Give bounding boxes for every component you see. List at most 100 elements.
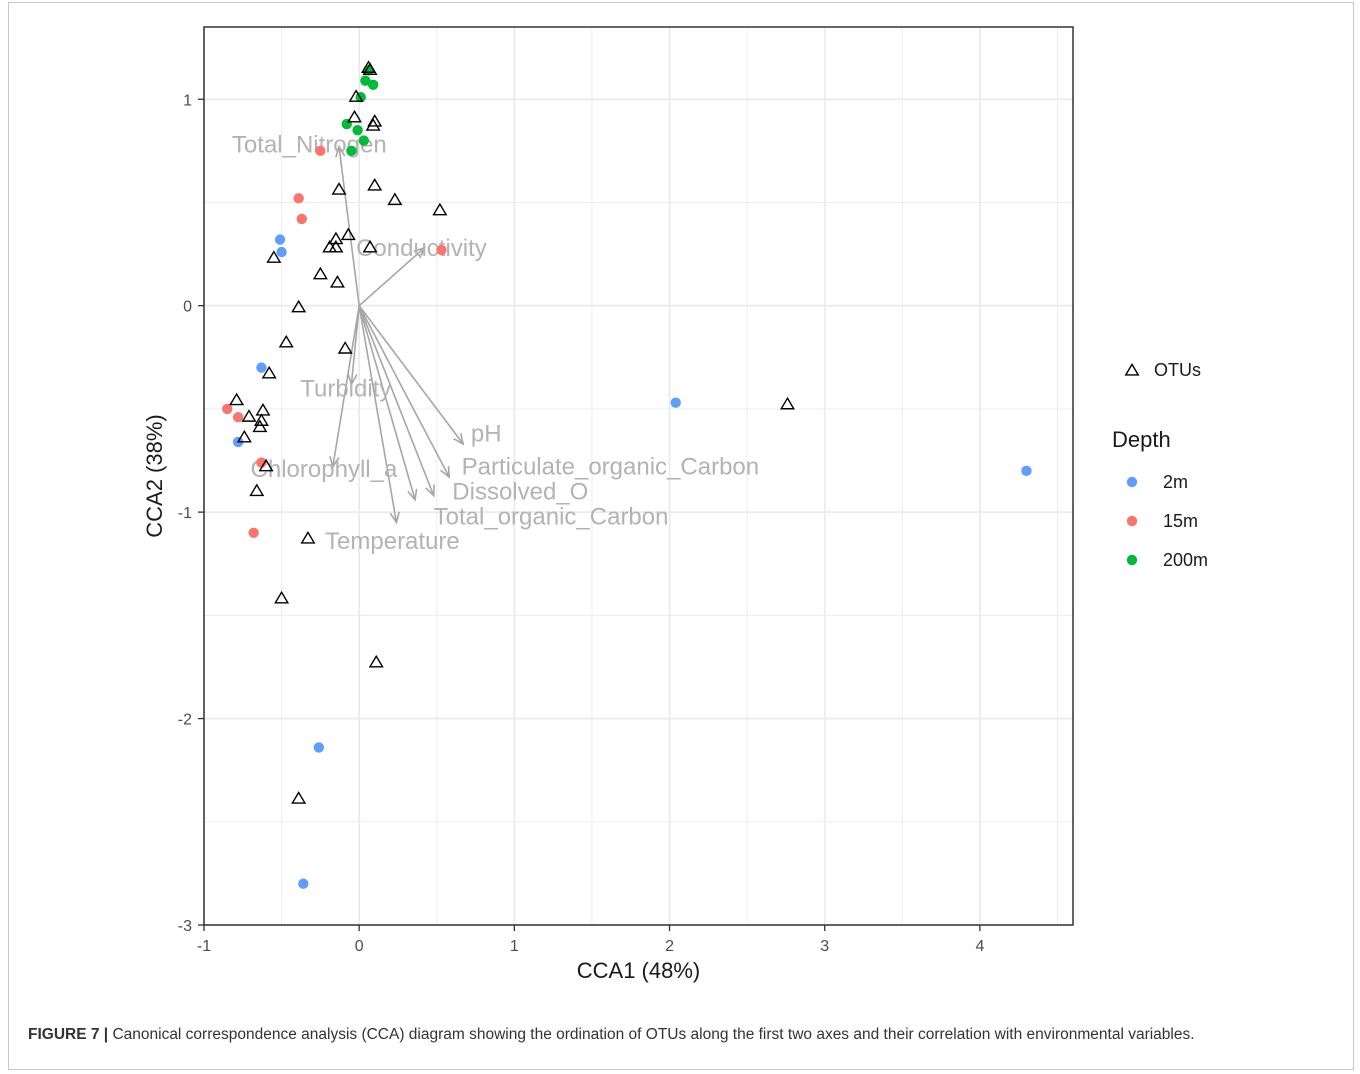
site-point	[1021, 465, 1032, 477]
env-vector-layer	[329, 144, 465, 525]
env-vector-line	[358, 305, 450, 478]
x-tick-label: 2	[665, 938, 674, 955]
site-point	[670, 397, 681, 408]
otu-point	[255, 403, 271, 416]
site-point	[436, 244, 447, 256]
env-vector-arrowhead	[413, 246, 426, 259]
otu-point	[779, 396, 795, 410]
otu-point	[266, 250, 282, 263]
otu-point	[261, 365, 277, 379]
env-vector-label: Particulate_organic_Carbon	[462, 454, 760, 481]
site-point	[248, 527, 259, 538]
site-point	[315, 145, 326, 157]
legend-depth-title: Depth	[1112, 427, 1171, 452]
x-tick-label: 0	[355, 938, 364, 955]
otu-point	[253, 413, 269, 426]
figure-frame	[8, 2, 1354, 1070]
site-point	[313, 742, 325, 753]
otu-point	[365, 118, 381, 131]
env-vector-line	[332, 305, 360, 467]
site-point	[363, 65, 374, 76]
legend-otu-key	[1124, 363, 1140, 376]
site-point	[274, 234, 286, 245]
x-tick-label: 4	[975, 938, 984, 955]
env-vector-label: Total_organic_Carbon	[434, 503, 669, 530]
site-point	[293, 193, 304, 204]
otu-point	[291, 299, 307, 313]
site-point	[232, 411, 244, 423]
otu-point	[362, 239, 378, 253]
otu-point	[249, 483, 265, 497]
env-vector-arrowhead	[425, 484, 435, 498]
site-point	[367, 79, 379, 91]
env-vector-label: Chlorophyll_a	[251, 456, 398, 483]
otu-point	[241, 409, 257, 422]
y-tick-label: -1	[178, 505, 192, 522]
otu-point	[229, 392, 245, 406]
site-point	[256, 457, 267, 468]
env-vector-label: Temperature	[325, 528, 460, 555]
otu-point	[278, 334, 294, 348]
otu-point	[348, 89, 364, 102]
x-tick-label: 3	[820, 938, 829, 955]
otu-point	[252, 419, 268, 433]
otu-point	[329, 275, 345, 288]
env-vector-arrowhead	[347, 373, 358, 387]
x-tick-label: -1	[197, 938, 211, 955]
env-vector-label: Total_Nitrogen	[232, 132, 387, 159]
otu-point	[367, 113, 383, 127]
legend: OTUs Depth 2m 15m 200m	[1112, 360, 1208, 570]
env-vector-arrowhead	[329, 455, 340, 469]
otu-point	[236, 429, 252, 443]
site-point	[296, 213, 307, 225]
cca-chart: Total_Nitrogen Conductivity Turbidity pH Par…	[142, 26, 1208, 983]
plot-panel-border	[203, 26, 1074, 926]
otu-point	[367, 177, 383, 191]
env-vector-label: Dissolved_O	[452, 478, 588, 505]
site-point	[341, 118, 352, 130]
env-vector-line	[358, 305, 435, 496]
env-vector-label: pH	[471, 421, 502, 448]
env-vector-line	[358, 247, 425, 307]
legend-depth-key	[1126, 554, 1138, 566]
site-point	[352, 125, 363, 136]
otu-point	[347, 109, 363, 123]
y-tick-label: -3	[178, 918, 192, 935]
env-vector-label: Conductivity	[356, 235, 487, 262]
site-point	[346, 145, 357, 157]
otu-point	[362, 62, 378, 76]
otu-point	[274, 590, 290, 604]
point-layer	[222, 60, 1032, 889]
y-tick-label: 0	[183, 299, 192, 316]
env-vector-line	[358, 305, 398, 523]
otu-point	[291, 791, 307, 804]
otu-point	[328, 239, 344, 253]
site-point	[298, 878, 309, 889]
figure-caption: FIGURE 7 | Canonical correspondence anal…	[28, 1024, 1328, 1045]
otu-point	[337, 341, 353, 354]
otu-point	[312, 266, 328, 280]
otu-point	[258, 458, 274, 472]
caption-label: FIGURE 7 |	[28, 1026, 109, 1043]
env-vector-arrowhead	[440, 466, 451, 479]
x-axis-title: CCA1 (48%)	[577, 958, 700, 983]
env-vector-line	[350, 305, 360, 385]
legend-depth-key	[1126, 476, 1138, 488]
site-point	[256, 362, 267, 373]
site-point	[360, 75, 371, 86]
env-vector-arrowhead	[335, 144, 346, 158]
site-point	[358, 135, 370, 146]
env-vector-line	[358, 305, 416, 500]
env-vector-arrowhead	[453, 433, 465, 446]
env-vector-line	[338, 146, 360, 306]
x-tick-label: 1	[510, 938, 519, 955]
y-tick-label: 1	[183, 92, 192, 109]
env-vector-label: Turbidity	[300, 375, 391, 402]
legend-depth-label: 200m	[1163, 550, 1208, 570]
y-axis-title: CCA2 (38%)	[142, 414, 167, 537]
site-point	[222, 403, 233, 415]
otu-point	[328, 231, 344, 245]
legend-depth-label: 2m	[1163, 472, 1188, 492]
otu-point	[340, 227, 356, 241]
y-tick-label: -2	[178, 712, 192, 729]
